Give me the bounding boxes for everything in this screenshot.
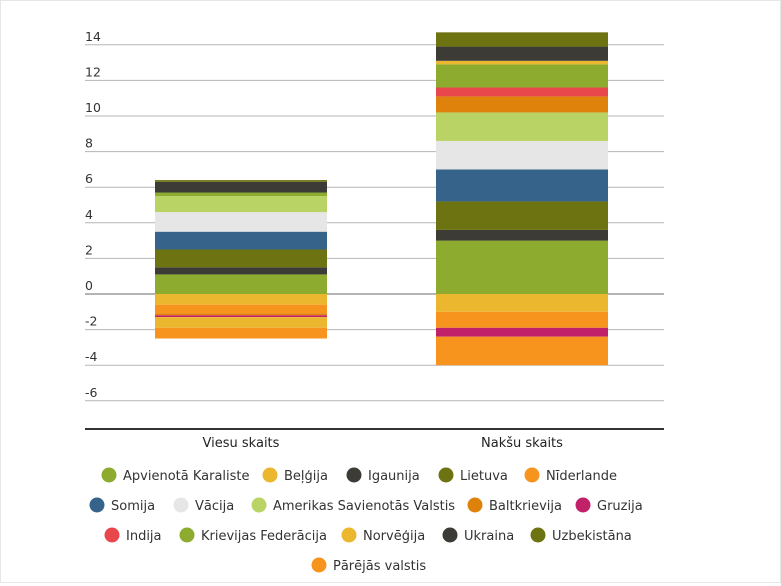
legend-label: Apvienotā Karaliste [123, 469, 250, 484]
bar-segment [436, 32, 608, 47]
bar-segment [436, 201, 608, 230]
y-tick-label: -2 [85, 314, 97, 329]
bar-segment [436, 240, 608, 294]
legend-marker [173, 497, 189, 513]
bar-segment [155, 212, 327, 232]
bar-segment [155, 249, 327, 268]
x-category-label: Nakšu skaits [481, 436, 563, 451]
bar-segment [155, 267, 327, 275]
bar-segment [155, 313, 327, 316]
x-category-label: Viesu skaits [203, 436, 280, 451]
legend-label: Baltkrievija [489, 499, 562, 514]
bar-segment [436, 327, 608, 337]
legend-label: Krievijas Federācija [201, 529, 327, 544]
bar-segment [155, 231, 327, 250]
legend-label: Indija [126, 529, 162, 544]
bar-segment [436, 60, 608, 65]
legend-label: Lietuva [460, 469, 508, 484]
bar-segment [436, 229, 608, 241]
legend-marker [262, 467, 278, 483]
legend-marker [530, 527, 546, 543]
legend-label: Uzbekistāna [552, 529, 632, 544]
y-tick-label: 6 [85, 171, 93, 186]
legend-marker [524, 467, 540, 483]
y-tick-label: 4 [85, 207, 93, 222]
legend-marker [438, 467, 454, 483]
legend-marker [311, 557, 327, 573]
bar-segment [155, 180, 327, 182]
bar-segment [436, 87, 608, 97]
legend-label: Somija [111, 499, 155, 514]
bar-segment [155, 327, 327, 339]
bar-segment [155, 315, 327, 318]
legend-label: Beļģija [284, 469, 328, 484]
y-tick-label: -6 [85, 385, 98, 400]
bar-segment [436, 294, 608, 312]
y-tick-label: 0 [85, 278, 93, 293]
legend-marker [467, 497, 483, 513]
y-tick-label: -4 [85, 349, 98, 364]
legend-marker [179, 527, 195, 543]
legend-marker [341, 527, 357, 543]
legend-marker [575, 497, 591, 513]
legend-marker [442, 527, 458, 543]
legend-marker [104, 527, 120, 543]
y-tick-label: 8 [85, 136, 93, 151]
legend-label: Pārējās valstis [333, 559, 426, 574]
bar-segment [436, 140, 608, 170]
bar-segment [155, 192, 327, 197]
legend-marker [251, 497, 267, 513]
legend-label: Gruzija [597, 499, 643, 514]
bar-segment [155, 304, 327, 314]
legend-label: Norvēģija [363, 529, 425, 544]
legend-label: Igaunija [368, 469, 420, 484]
legend-label: Amerikas Savienotās Valstis [273, 499, 455, 514]
bar-segment [436, 96, 608, 113]
bar-segment [436, 311, 608, 328]
legend-marker [346, 467, 362, 483]
bar-segment [436, 112, 608, 141]
bar-segment [436, 336, 608, 366]
bar-segment [155, 294, 327, 305]
y-tick-label: 10 [85, 100, 101, 115]
legend-marker [101, 467, 117, 483]
legend-label: Nīderlande [546, 469, 617, 484]
bar-segment [155, 196, 327, 213]
bar-segment [436, 46, 608, 61]
legend-marker [89, 497, 105, 513]
bar-segment [155, 181, 327, 193]
legend-label: Ukraina [464, 529, 514, 544]
bar-segment [155, 274, 327, 294]
bar-segment [155, 317, 327, 328]
legend-label: Vācija [195, 499, 234, 514]
y-tick-label: 14 [85, 29, 101, 44]
y-tick-label: 2 [85, 242, 93, 257]
y-tick-label: 12 [85, 64, 101, 79]
bar-segment [436, 64, 608, 88]
bar-segment [436, 169, 608, 202]
